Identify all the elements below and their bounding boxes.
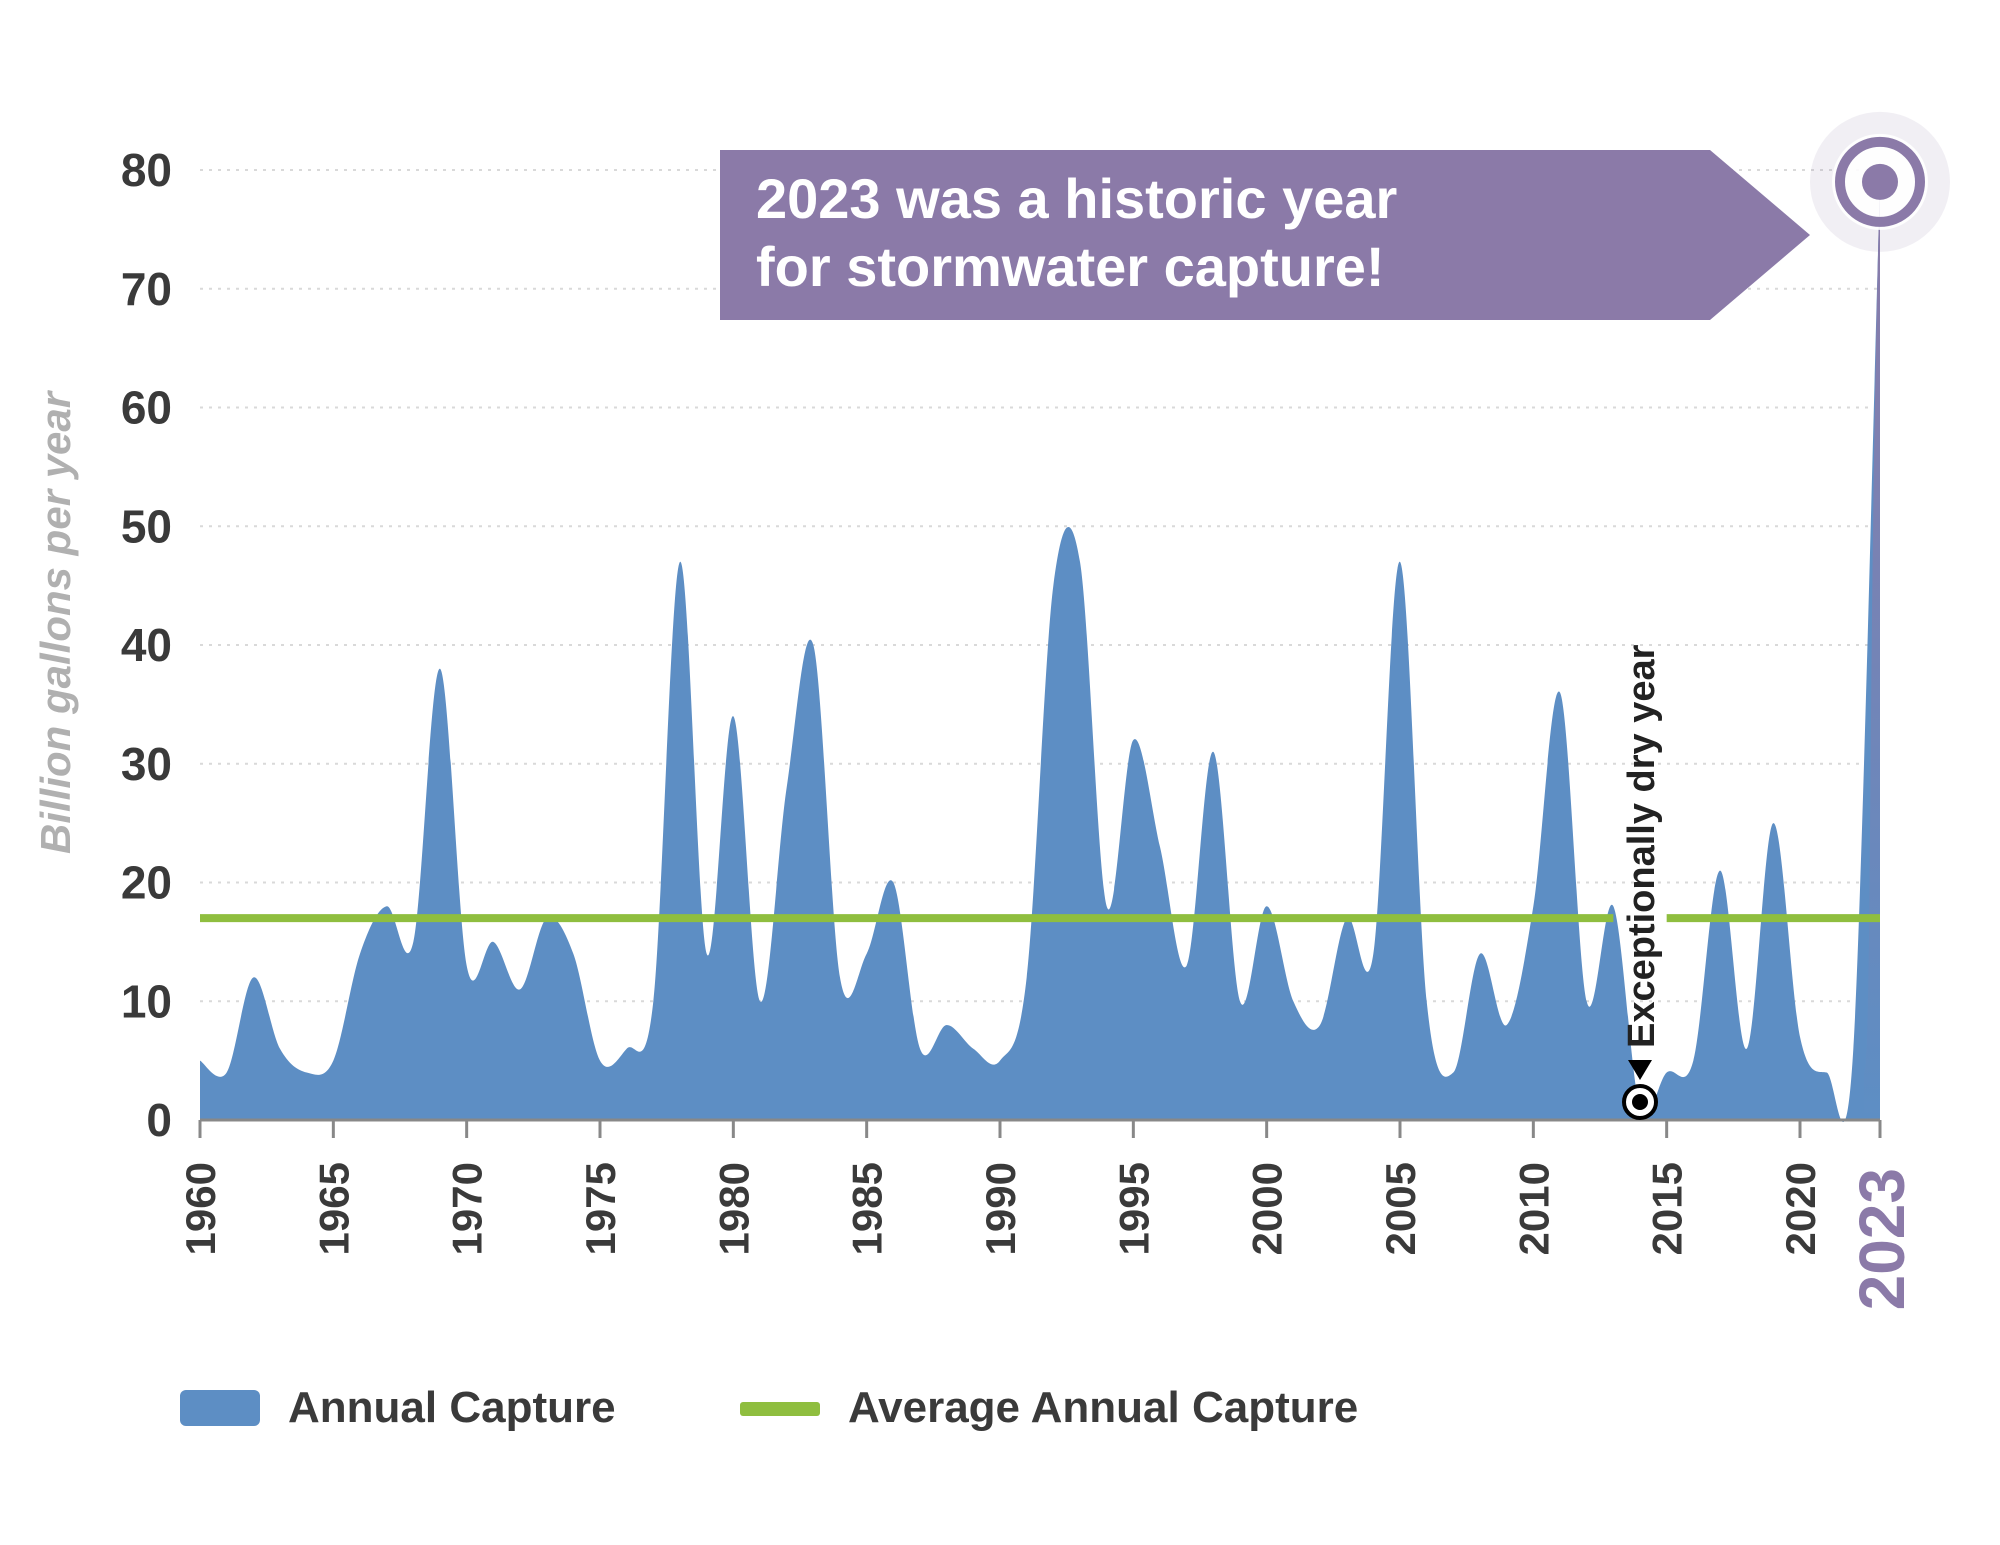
- x-tick-label: 1990: [977, 1162, 1024, 1255]
- ytick-label: 70: [121, 263, 172, 315]
- x-tick-label: 2010: [1510, 1162, 1557, 1255]
- legend: Annual Capture Average Annual Capture: [180, 1383, 1358, 1432]
- legend-label-annual: Annual Capture: [288, 1383, 616, 1432]
- y-axis-title: Billion gallons per year: [32, 389, 79, 854]
- dry-year-marker-dot: [1632, 1094, 1648, 1110]
- x-tick-label: 2020: [1777, 1162, 1824, 1255]
- legend-label-average: Average Annual Capture: [848, 1383, 1358, 1432]
- legend-swatch-average: [740, 1402, 820, 1416]
- x-tick-label: 1980: [710, 1162, 757, 1255]
- x-tick-label: 1995: [1110, 1162, 1157, 1255]
- x-tick-label: 1985: [844, 1162, 891, 1255]
- ytick-label: 50: [121, 500, 172, 552]
- ytick-label: 80: [121, 144, 172, 196]
- ytick-label: 10: [121, 975, 172, 1027]
- x-tick-label: 2000: [1244, 1162, 1291, 1255]
- ytick-label: 20: [121, 857, 172, 909]
- callout-line1: 2023 was a historic year: [756, 167, 1397, 230]
- x-tick-label: 1970: [444, 1162, 491, 1255]
- callout-line2: for stormwater capture!: [756, 235, 1385, 298]
- stormwater-chart: 0 10 20 30 40 50 60 70 80 Billion gallons per yea…: [0, 0, 2000, 1545]
- x-tick-label: 2015: [1644, 1162, 1691, 1255]
- ytick-label: 60: [121, 382, 172, 434]
- x-tick-label: 1975: [577, 1162, 624, 1255]
- x-tick-2023: 2023: [1846, 1168, 1918, 1310]
- legend-swatch-annual: [180, 1390, 260, 1426]
- x-tick-label: 1965: [310, 1162, 357, 1255]
- target-ring-1: [1862, 164, 1898, 200]
- x-tick-label: 2005: [1377, 1162, 1424, 1255]
- ytick-label: 40: [121, 619, 172, 671]
- ytick-label: 30: [121, 738, 172, 790]
- chart-container: 0 10 20 30 40 50 60 70 80 Billion gallons per yea…: [0, 0, 2000, 1545]
- x-tick-label: 1960: [177, 1162, 224, 1255]
- ytick-label: 0: [146, 1094, 172, 1146]
- dry-year-label: Exceptionally dry year: [1621, 644, 1663, 1048]
